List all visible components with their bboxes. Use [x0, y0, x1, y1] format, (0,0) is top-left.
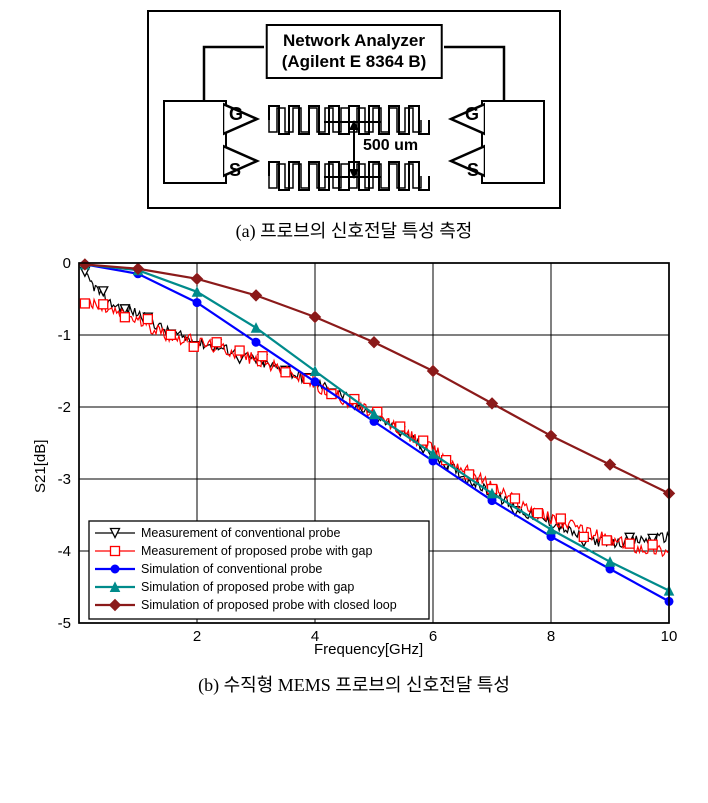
label-g-right: G — [465, 104, 479, 125]
svg-text:10: 10 — [661, 628, 678, 645]
svg-text:Simulation of conventional pro: Simulation of conventional probe — [141, 562, 322, 576]
svg-text:-2: -2 — [58, 399, 71, 416]
svg-text:Simulation of proposed probe w: Simulation of proposed probe with gap — [141, 580, 354, 594]
chart-canvas: 246810-5-4-3-2-10Measurement of conventi… — [24, 253, 684, 663]
svg-text:Simulation of proposed probe w: Simulation of proposed probe with closed… — [141, 598, 397, 612]
svg-text:-5: -5 — [58, 615, 71, 632]
svg-text:8: 8 — [547, 628, 555, 645]
svg-text:Measurement of proposed probe: Measurement of proposed probe with gap — [141, 544, 372, 558]
x-axis-label: Frequency[GHz] — [314, 641, 423, 658]
caption-a: (a) 프로브의 신호전달 특성 측정 — [10, 217, 698, 243]
dut-meander-bottom — [267, 158, 443, 194]
svg-text:-4: -4 — [58, 543, 71, 560]
svg-text:0: 0 — [63, 255, 71, 272]
left-probe-body — [163, 100, 227, 184]
caption-b: (b) 수직형 MEMS 프로브의 신호전달 특성 — [10, 671, 698, 697]
svg-text:6: 6 — [429, 628, 437, 645]
dut-meander-top — [267, 102, 443, 138]
figure-b-chart: 246810-5-4-3-2-10Measurement of conventi… — [24, 253, 684, 663]
dimension-label: 500 um — [363, 137, 418, 155]
svg-text:-1: -1 — [58, 327, 71, 344]
svg-text:2: 2 — [193, 628, 201, 645]
label-s-right: S — [467, 160, 479, 181]
figure-a: Network Analyzer (Agilent E 8364 B) G S — [10, 10, 698, 243]
svg-text:-3: -3 — [58, 471, 71, 488]
label-s-left: S — [229, 160, 241, 181]
label-g-left: G — [229, 104, 243, 125]
y-axis-label: S21[dB] — [32, 440, 49, 493]
right-probe-body — [481, 100, 545, 184]
setup-diagram: Network Analyzer (Agilent E 8364 B) G S — [147, 10, 561, 209]
svg-text:Measurement of conventional pr: Measurement of conventional probe — [141, 526, 340, 540]
